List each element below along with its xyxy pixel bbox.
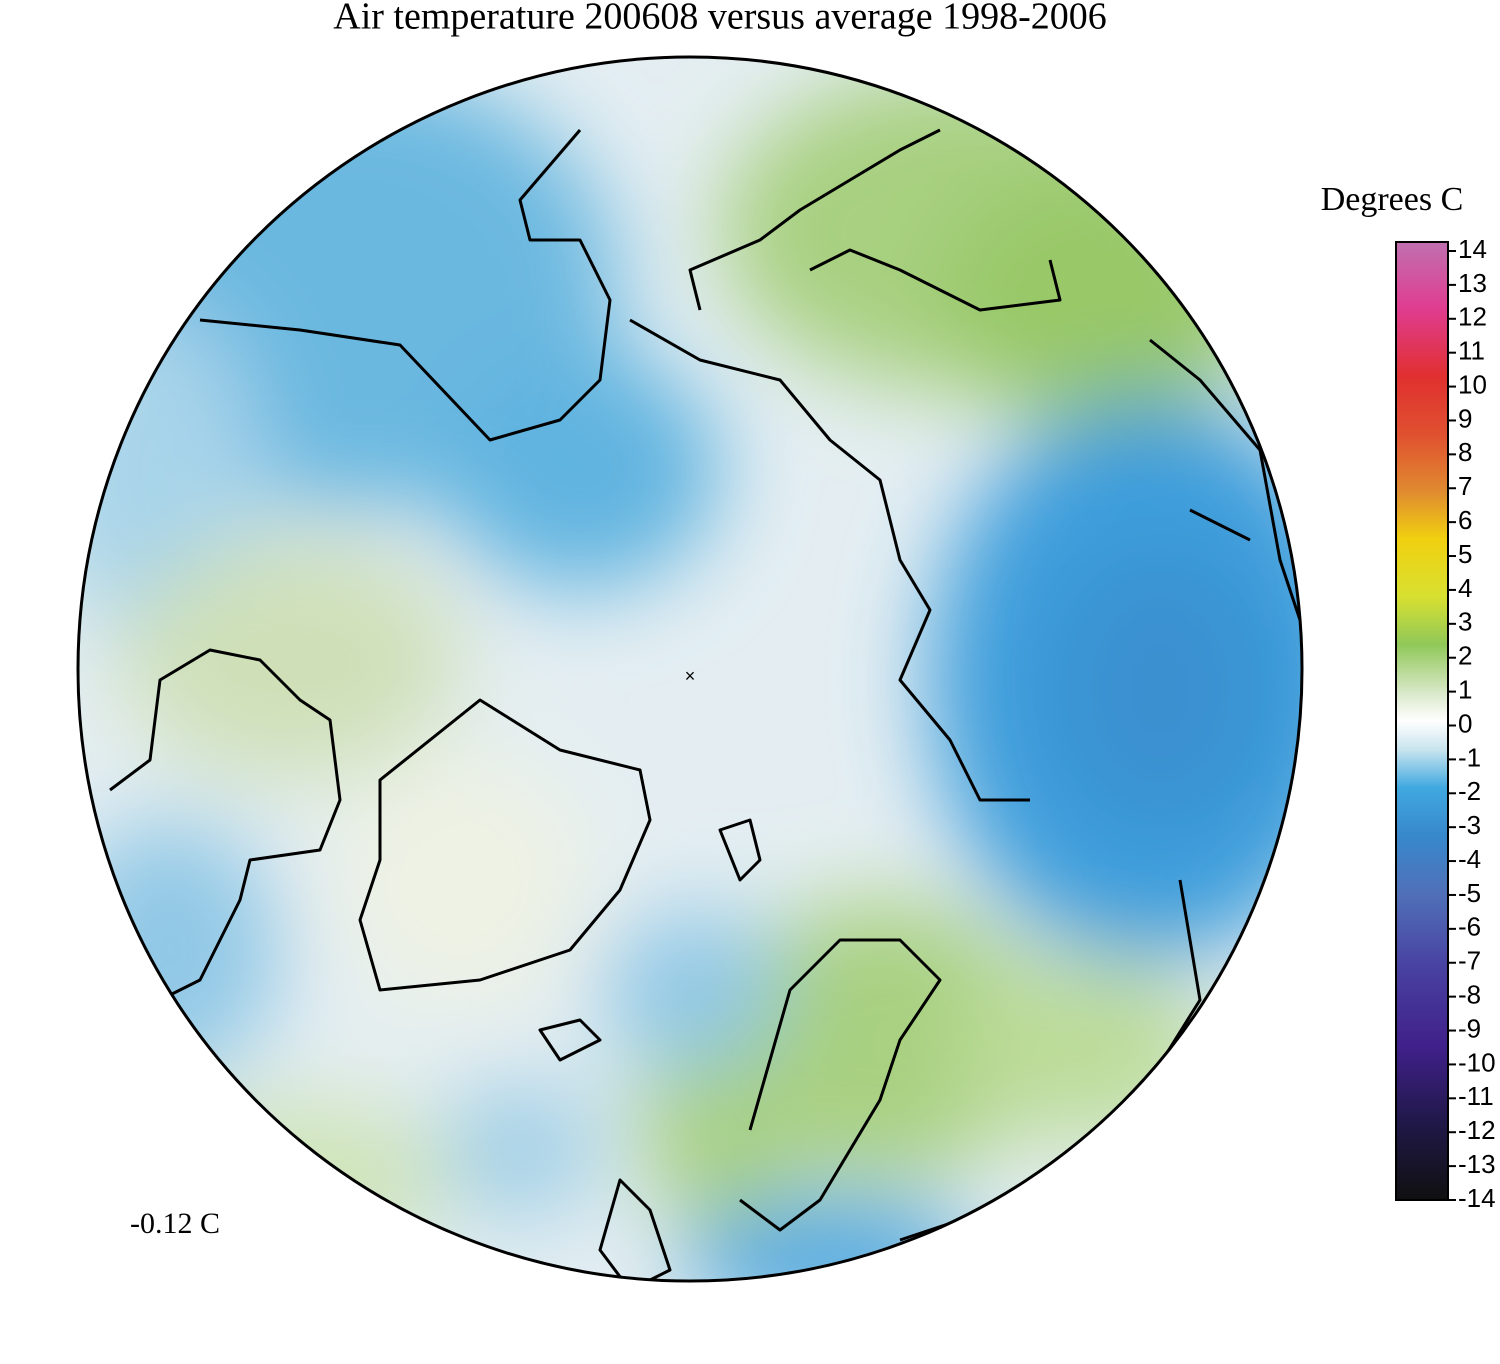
colorbar-tick-label: -13 xyxy=(1458,1149,1496,1179)
colorbar-tick-label: -3 xyxy=(1458,810,1481,840)
pole-marker: × xyxy=(685,666,696,686)
temperature-field xyxy=(78,57,1302,1281)
coastline xyxy=(688,128,1062,312)
colorbar-tick-label: 0 xyxy=(1458,708,1472,738)
colorbar-tick-label: 9 xyxy=(1458,403,1472,433)
colorbar-tick-label: -11 xyxy=(1458,1081,1494,1111)
colorbar-tick-label: 1 xyxy=(1458,674,1472,704)
colorbar-tick-label: 14 xyxy=(1458,234,1487,264)
colorbar-tick-label: 13 xyxy=(1458,268,1487,298)
colorbar-tick-label: 7 xyxy=(1458,471,1472,501)
map-border xyxy=(76,55,1304,1283)
colorbar-tick-label: -14 xyxy=(1458,1183,1496,1213)
colorbar-tick-label: -1 xyxy=(1458,742,1481,772)
coastline xyxy=(199,129,612,442)
colorbar-tick-label: 8 xyxy=(1458,437,1472,467)
colorbar-tick-label: -8 xyxy=(1458,980,1481,1010)
colorbar xyxy=(1395,241,1449,1201)
title: Air temperature 200608 versus average 19… xyxy=(333,0,1106,38)
coastline xyxy=(538,818,762,1062)
colorbar-tick-label: 5 xyxy=(1458,539,1472,569)
colorbar-tick-label: -10 xyxy=(1458,1047,1496,1077)
mean-anomaly: -0.12 C xyxy=(130,1207,220,1240)
colorbar-tick-label: 11 xyxy=(1458,336,1485,366)
colorbar-tick-label: 10 xyxy=(1458,369,1487,399)
colorbar-tick-label: 4 xyxy=(1458,573,1472,603)
colorbar-label: Degrees C xyxy=(1321,181,1464,218)
colorbar-tick-label: 6 xyxy=(1458,505,1472,535)
colorbar-tick-label: -4 xyxy=(1458,844,1481,874)
colorbar-tick-label: -7 xyxy=(1458,946,1481,976)
colorbar-tick-label: -9 xyxy=(1458,1013,1481,1043)
colorbar-tick-label: 3 xyxy=(1458,607,1472,637)
coastline xyxy=(739,938,942,1232)
colorbar-tick-label: -12 xyxy=(1458,1115,1496,1145)
coastline xyxy=(358,698,652,992)
coastline xyxy=(109,648,342,1002)
coastline xyxy=(629,318,1030,802)
colorbar-tick-label: 2 xyxy=(1458,641,1472,671)
colorbar-tick-label: -6 xyxy=(1458,912,1481,942)
colorbar-tick-label: -2 xyxy=(1458,776,1481,806)
colorbar-tick-label: 12 xyxy=(1458,302,1487,332)
colorbar-tick-label: -5 xyxy=(1458,878,1481,908)
